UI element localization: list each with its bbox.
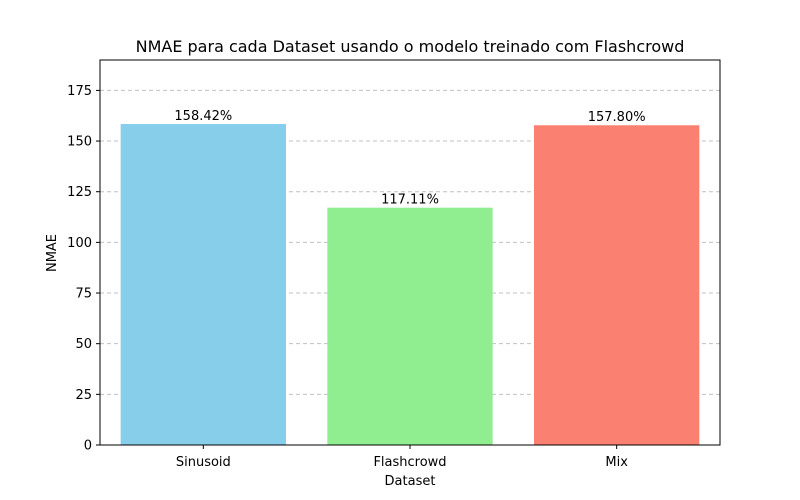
y-tick-label: 175 — [67, 84, 92, 99]
data-label-mix: 157.80% — [588, 110, 646, 125]
data-labels: 158.42% 117.11% 157.80% — [174, 109, 645, 208]
y-tick-label: 25 — [75, 388, 92, 403]
y-tick-label: 50 — [75, 337, 92, 352]
data-label-sinusoid: 158.42% — [174, 109, 232, 124]
bars — [120, 123, 700, 445]
x-tick-label-sinusoid: Sinusoid — [176, 455, 231, 470]
x-axis-label: Dataset — [385, 474, 436, 489]
x-axis-ticks: Sinusoid Flashcrowd Mix — [176, 445, 628, 470]
chart-title: NMAE para cada Dataset usando o modelo t… — [136, 37, 685, 56]
y-tick-label: 0 — [84, 439, 92, 454]
bar-flashcrowd — [327, 207, 493, 445]
y-axis-ticks: 0 25 50 75 100 125 150 175 — [67, 84, 100, 454]
y-tick-label: 150 — [67, 135, 92, 150]
bar-mix — [534, 125, 700, 445]
x-tick-label-flashcrowd: Flashcrowd — [373, 455, 446, 470]
y-tick-label: 100 — [67, 236, 92, 251]
bar-sinusoid — [120, 123, 287, 445]
y-tick-label: 125 — [67, 185, 92, 200]
data-label-flashcrowd: 117.11% — [381, 193, 439, 208]
y-tick-label: 75 — [75, 287, 92, 302]
y-axis-label: NMAE — [45, 234, 60, 272]
x-tick-label-mix: Mix — [605, 455, 628, 470]
